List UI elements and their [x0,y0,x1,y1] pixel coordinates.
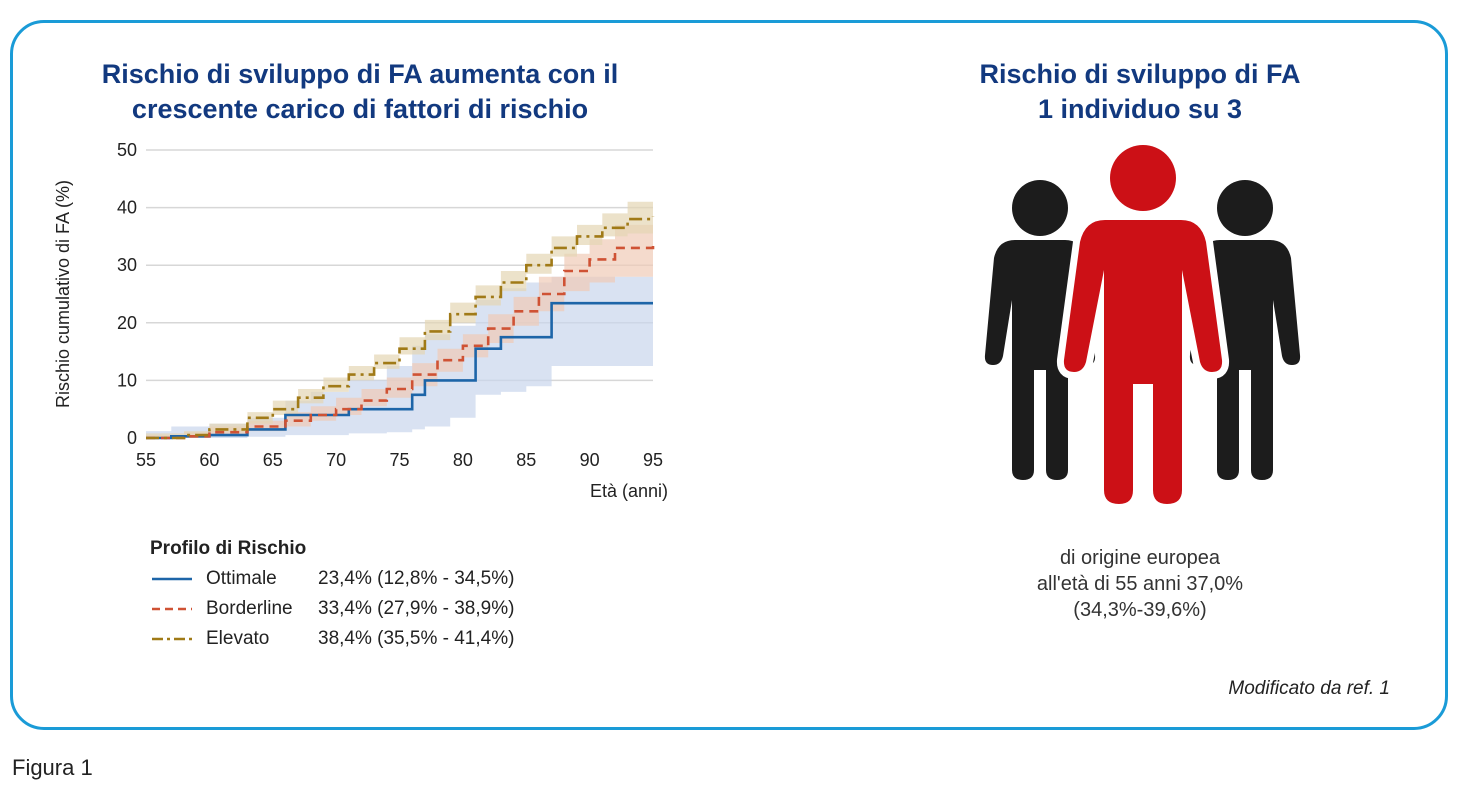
chart-title-line2: crescente carico di fattori di rischio [131,94,589,124]
description-line2: all'età di 55 anni 37,0% [1036,573,1244,595]
description-line1: di origine europea [1059,547,1221,569]
legend-swatch-borderline [152,607,192,611]
info-title: Rischio di sviluppo di FA 1 individuo su… [890,57,1390,127]
x-axis-label: Età (anni) [590,481,668,501]
x-tick-label-85: 85 [516,450,536,470]
legend-swatch-elevato [152,637,192,641]
band-elevato [146,199,653,438]
description-line3: (34,3%-39,6%) [1073,599,1207,621]
y-axis-label: Rischio cumulativo di FA (%) [53,180,73,408]
band-borderline [146,216,653,438]
info-title-line1: Rischio di sviluppo di FA [979,59,1301,89]
legend-name: Borderline [206,598,293,619]
legend-entry-ottimale: Ottimale 23,4% (12,8% - 34,5%) [150,564,514,594]
figure-frame [10,20,1448,730]
x-tick-label-80: 80 [453,450,473,470]
legend-swatch-ottimale [152,577,192,581]
legend-name: Ottimale [206,568,277,589]
info-title-line2: 1 individuo su 3 [1037,94,1243,124]
chart-title-line1: Rischio di sviluppo di FA aumenta con il [101,59,619,89]
y-tick-label-40: 40 [117,198,137,218]
figure-label: Figura 1 [12,755,93,780]
x-tick-label-75: 75 [389,450,409,470]
y-tick-label-50: 50 [117,140,137,160]
x-tick-label-65: 65 [263,450,283,470]
x-tick-label-55: 55 [136,450,156,470]
legend-name: Elevato [206,628,270,649]
legend-entry-borderline: Borderline 33,4% (27,9% - 38,9%) [150,594,514,624]
y-tick-label-0: 0 [127,428,137,448]
y-tick-label-30: 30 [117,255,137,275]
legend-title: Profilo di Rischio [150,538,307,559]
legend-entry-elevato: Elevato 38,4% (35,5% - 41,4%) [150,624,514,654]
x-tick-label-70: 70 [326,450,346,470]
chart-legend: Profilo di Rischio Ottimale 23,4% (12,8% … [150,538,514,654]
series-line-ottimale [146,301,653,440]
x-tick-label-90: 90 [580,450,600,470]
people-icon-group [984,140,1301,511]
legend-value: 23,4% (12,8% - 34,5%) [318,568,515,589]
series-line-elevato [146,216,655,440]
person-icon-center-highlighted [1056,140,1230,511]
y-tick-label-10: 10 [117,370,137,390]
x-tick-label-60: 60 [199,450,219,470]
y-tick-label-20: 20 [117,313,137,333]
x-tick-label-95: 95 [643,450,663,470]
source-note: Modificato da ref. 1 [1228,678,1390,699]
risk-description: di origine europea all'età di 55 anni 37… [940,545,1340,623]
legend-value: 38,4% (35,5% - 41,4%) [318,628,515,649]
chart-title: Rischio di sviluppo di FA aumenta con il… [40,57,680,127]
legend-value: 33,4% (27,9% - 38,9%) [318,598,515,619]
